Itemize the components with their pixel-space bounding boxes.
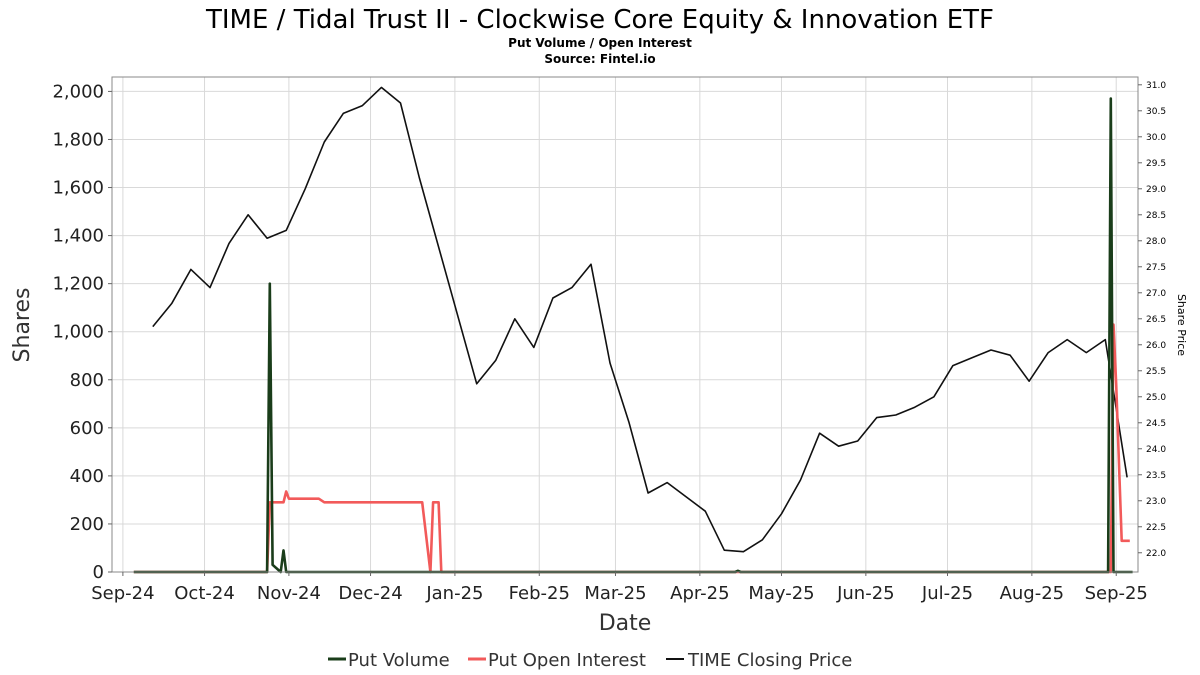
y-axis-label: Shares	[10, 288, 35, 363]
y-tick-label: 1,200	[52, 274, 104, 295]
series-line-put-open-interest	[133, 323, 1130, 574]
y2-tick-label: 24.0	[1146, 445, 1166, 455]
y2-tick-label: 24.5	[1146, 419, 1166, 429]
y-tick-label: 800	[70, 370, 104, 391]
x-tick-label: Apr-25	[670, 583, 729, 604]
y2-tick-label: 26.5	[1146, 315, 1166, 325]
series-layer	[133, 86, 1133, 574]
legend: Put Volume Put Open Interest TIME Closin…	[328, 650, 852, 671]
x-tick-label: Oct-24	[174, 583, 235, 604]
y2-tick-label: 22.0	[1146, 549, 1166, 559]
x-axis-ticks: Sep-24 Oct-24 Nov-24 Dec-24 Jan-25 Feb-25 Mar-…	[91, 572, 1148, 604]
x-tick-label: Jul-25	[921, 583, 973, 604]
y2-tick-label: 31.0	[1146, 81, 1166, 91]
y2-tick-label: 27.0	[1146, 289, 1166, 299]
x-tick-label: Jun-25	[836, 583, 895, 604]
x-tick-label: Dec-24	[338, 583, 402, 604]
y2-tick-label: 26.0	[1146, 341, 1166, 351]
y2-tick-label: 30.0	[1146, 133, 1166, 143]
y2-tick-label: 23.0	[1146, 497, 1166, 507]
y2-axis-ticks: 22.0 22.5 23.0 23.5 24.0 24.5 25.0 25.5 26.0 26.5…	[1138, 81, 1166, 559]
legend-closing-price: TIME Closing Price	[687, 650, 852, 671]
y-axis-ticks: 0 200 400 600 800 1,000 1,200 1,400 1,600 1,800 2,…	[52, 81, 112, 583]
y2-tick-label: 29.5	[1146, 159, 1166, 169]
x-tick-label: Sep-24	[91, 583, 154, 604]
x-tick-label: Mar-25	[584, 583, 646, 604]
y-tick-label: 0	[93, 562, 104, 583]
x-tick-label: Feb-25	[509, 583, 570, 604]
y2-tick-label: 28.5	[1146, 211, 1166, 221]
y-tick-label: 2,000	[52, 81, 104, 102]
chart-subtitle: Put Volume / Open Interest	[508, 36, 692, 50]
y2-tick-label: 30.5	[1146, 107, 1166, 117]
x-tick-label: Aug-25	[1000, 583, 1065, 604]
y2-tick-label: 28.0	[1146, 237, 1166, 247]
x-tick-label: Nov-24	[257, 583, 321, 604]
plot-frame	[111, 76, 1139, 573]
y-tick-label: 400	[70, 466, 104, 487]
chart-title: TIME / Tidal Trust II - Clockwise Core E…	[205, 5, 994, 35]
y2-tick-label: 29.0	[1146, 185, 1166, 195]
y2-tick-label: 25.0	[1146, 393, 1166, 403]
series-line-time-closing-price	[152, 86, 1128, 553]
y2-tick-label: 22.5	[1146, 523, 1166, 533]
y2-axis-label: Share Price	[1175, 294, 1188, 356]
chart-source: Source: Fintel.io	[544, 52, 655, 66]
x-axis-label: Date	[599, 611, 652, 636]
x-tick-label: Jan-25	[425, 583, 483, 604]
y2-tick-label: 23.5	[1146, 471, 1166, 481]
y-tick-label: 1,600	[52, 178, 104, 199]
y-tick-label: 1,000	[52, 322, 104, 343]
y-tick-label: 1,400	[52, 226, 104, 247]
legend-put-open-interest: Put Open Interest	[488, 650, 646, 671]
grid	[112, 77, 1138, 573]
y-tick-label: 600	[70, 418, 104, 439]
y-tick-label: 1,800	[52, 129, 104, 150]
legend-put-volume: Put Volume	[348, 650, 450, 671]
y2-tick-label: 25.5	[1146, 367, 1166, 377]
y2-tick-label: 27.5	[1146, 263, 1166, 273]
x-tick-label: Sep-25	[1085, 583, 1148, 604]
x-tick-label: May-25	[748, 583, 814, 604]
y-tick-label: 200	[70, 514, 104, 535]
